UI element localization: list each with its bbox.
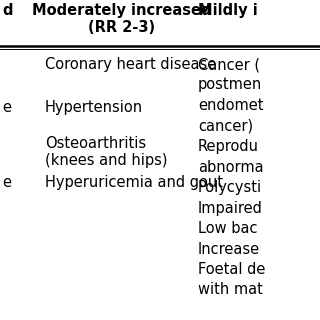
- Text: Hyperuricemia and gout: Hyperuricemia and gout: [45, 175, 223, 190]
- Text: Hypertension: Hypertension: [45, 100, 143, 115]
- Text: e: e: [2, 175, 11, 190]
- Text: Low bac: Low bac: [198, 221, 258, 236]
- Text: endomet: endomet: [198, 98, 263, 113]
- Text: d: d: [2, 3, 12, 18]
- Text: e: e: [2, 100, 11, 115]
- Text: abnorma: abnorma: [198, 159, 264, 174]
- Text: Moderately increased
(RR 2-3): Moderately increased (RR 2-3): [32, 3, 211, 36]
- Text: postmen: postmen: [198, 77, 262, 92]
- Text: with mat: with mat: [198, 283, 263, 298]
- Text: Foetal de: Foetal de: [198, 262, 265, 277]
- Text: Reprodu: Reprodu: [198, 139, 259, 154]
- Text: Cancer (: Cancer (: [198, 57, 260, 72]
- Text: Coronary heart disease: Coronary heart disease: [45, 57, 216, 72]
- Text: Polycysti: Polycysti: [198, 180, 262, 195]
- Text: cancer): cancer): [198, 118, 253, 133]
- Text: Impaired: Impaired: [198, 201, 263, 215]
- Text: Increase: Increase: [198, 242, 260, 257]
- Text: Mildly i: Mildly i: [198, 3, 258, 18]
- Text: Osteoarthritis
(knees and hips): Osteoarthritis (knees and hips): [45, 136, 167, 168]
